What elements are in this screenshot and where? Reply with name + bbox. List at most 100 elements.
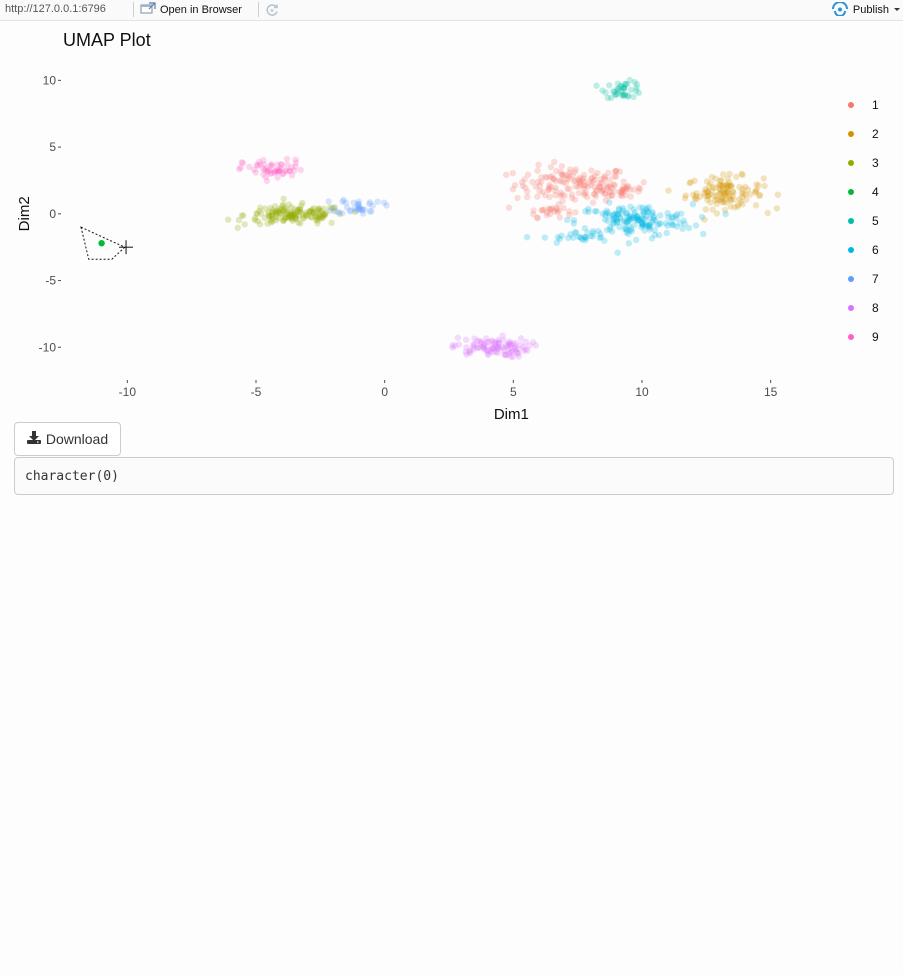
data-point-cluster-3 (280, 207, 287, 215)
data-point-cluster-3 (331, 204, 338, 211)
data-point-cluster-1 (581, 182, 588, 190)
caret-down-icon[interactable] (893, 4, 901, 16)
data-point-cluster-2 (722, 190, 730, 198)
data-point-cluster-6 (591, 208, 599, 215)
data-point-cluster-7 (327, 207, 334, 214)
data-point-cluster-3 (307, 213, 315, 221)
data-point-cluster-1 (556, 177, 563, 184)
data-point-cluster-6 (643, 205, 650, 212)
data-point-cluster-1 (538, 178, 545, 186)
data-point-cluster-3 (273, 216, 280, 224)
data-point-cluster-8 (492, 342, 499, 350)
data-point-cluster-6 (610, 218, 618, 226)
data-point-cluster-6 (567, 231, 574, 238)
data-point-cluster-4[interactable] (98, 239, 105, 247)
data-point-cluster-7 (325, 198, 332, 205)
data-point-cluster-3 (306, 209, 314, 216)
data-point-cluster-9 (271, 169, 278, 176)
data-point-cluster-6 (624, 217, 632, 225)
data-point-cluster-3 (316, 211, 323, 218)
data-point-cluster-6 (700, 230, 707, 238)
data-point-cluster-2 (721, 206, 729, 214)
data-point-cluster-5 (614, 85, 621, 93)
refresh-button[interactable] (264, 2, 280, 18)
data-point-cluster-3 (277, 210, 284, 217)
data-point-cluster-9 (262, 173, 270, 181)
data-point-cluster-6 (614, 249, 621, 256)
data-point-cluster-3 (318, 215, 325, 222)
data-point-cluster-1 (539, 188, 547, 196)
data-point-cluster-1 (511, 181, 519, 189)
open-in-browser-button[interactable]: Open in Browser (140, 1, 242, 19)
x-tick-label: 5 (510, 385, 517, 399)
data-point-cluster-1 (597, 184, 604, 192)
x-tick-label: 10 (635, 385, 649, 399)
data-point-cluster-2 (774, 191, 782, 198)
data-point-cluster-6 (604, 217, 611, 225)
data-point-cluster-8 (480, 343, 487, 350)
data-point-cluster-1 (589, 174, 596, 181)
data-point-cluster-2 (717, 177, 724, 184)
data-point-cluster-6 (599, 210, 606, 217)
data-point-cluster-8 (511, 343, 519, 350)
data-point-cluster-8 (503, 342, 510, 350)
data-point-cluster-7 (359, 206, 366, 213)
data-point-cluster-3 (336, 210, 343, 218)
data-point-cluster-3 (289, 210, 297, 218)
data-point-cluster-1 (554, 208, 561, 216)
publish-button[interactable]: Publish (831, 0, 903, 19)
data-point-cluster-1 (559, 198, 566, 205)
data-point-cluster-3 (307, 207, 315, 214)
data-point-cluster-1 (620, 178, 627, 185)
data-point-cluster-1 (566, 211, 573, 219)
data-point-cluster-9 (264, 168, 272, 175)
data-point-cluster-3 (317, 213, 324, 221)
data-point-cluster-2 (729, 188, 737, 195)
data-point-cluster-9 (260, 157, 267, 164)
data-point-cluster-6 (639, 215, 647, 223)
data-point-cluster-1 (572, 183, 579, 190)
data-point-cluster-1 (563, 175, 571, 182)
data-point-cluster-1 (560, 204, 567, 212)
data-point-cluster-1 (587, 175, 595, 182)
data-point-cluster-6 (722, 210, 729, 218)
data-point-cluster-6 (626, 215, 633, 222)
data-point-cluster-2 (682, 192, 690, 199)
data-point-cluster-6 (581, 233, 589, 241)
data-point-cluster-3 (274, 208, 281, 215)
data-point-cluster-3 (286, 213, 294, 221)
data-point-cluster-8 (451, 342, 459, 349)
data-point-cluster-8 (487, 348, 495, 356)
data-point-cluster-5 (620, 85, 628, 92)
legend-key-8 (848, 305, 854, 311)
data-point-cluster-5 (622, 80, 629, 88)
legend-key-5 (848, 218, 854, 224)
lasso-selection-outline[interactable] (80, 226, 126, 260)
data-point-cluster-1 (603, 182, 610, 189)
data-point-cluster-1 (552, 184, 559, 191)
data-point-cluster-1 (568, 191, 576, 198)
data-point-cluster-3 (287, 212, 294, 220)
data-point-cluster-2 (724, 189, 731, 196)
data-point-cluster-3 (283, 208, 290, 215)
download-label: Download (45, 431, 109, 447)
data-point-cluster-6 (628, 225, 635, 233)
data-point-cluster-2 (712, 197, 719, 204)
data-point-cluster-6 (612, 216, 620, 223)
data-point-cluster-2 (752, 188, 759, 195)
data-point-cluster-3 (285, 212, 293, 219)
download-button[interactable]: Download (14, 422, 121, 456)
data-point-cluster-6 (602, 209, 609, 217)
data-point-cluster-5 (633, 87, 640, 95)
data-point-cluster-1 (623, 183, 631, 190)
data-point-cluster-9 (254, 162, 261, 169)
data-point-cluster-2 (691, 195, 699, 203)
data-point-cluster-6 (575, 233, 582, 240)
data-point-cluster-1 (601, 191, 609, 198)
data-point-cluster-1 (566, 169, 573, 176)
data-point-cluster-1 (576, 174, 584, 181)
data-point-cluster-1 (536, 187, 543, 195)
data-point-cluster-3 (253, 210, 261, 217)
umap-scatter-plot[interactable]: -10 -5 0 5 10 15 10 5 0 -5 -10 Dim1 Dim2 1 2 3 4 5 6 7 8 9 (0, 60, 903, 420)
data-point-cluster-1 (509, 169, 516, 177)
